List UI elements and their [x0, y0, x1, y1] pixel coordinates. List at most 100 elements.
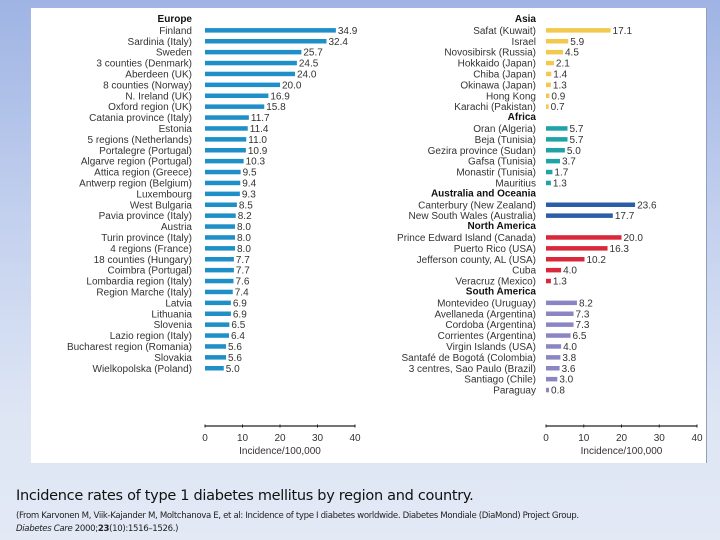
group-label-europe: Europe — [158, 14, 193, 25]
category-label: Karachi (Pakistan) — [454, 102, 536, 113]
chart-figure: Europe Finland 34.9 Sardinia (Italy) 32.4 Swe… — [31, 8, 706, 463]
x-axis-title: Incidence/100,000 — [581, 446, 663, 457]
value-label: 20.0 — [624, 233, 644, 244]
category-label: Bucharest region (Romania) — [67, 342, 192, 353]
category-label: 3 counties (Denmark) — [96, 59, 192, 70]
value-label: 9.5 — [243, 168, 257, 179]
value-label: 1.3 — [553, 178, 567, 189]
category-label: Slovakia — [154, 353, 192, 364]
category-label: 4 regions (France) — [110, 244, 192, 255]
category-label: Attica region (Greece) — [94, 168, 192, 179]
value-label: 8.2 — [579, 298, 593, 309]
category-label: Jefferson county, AL (USA) — [417, 255, 536, 266]
value-label: 1.3 — [553, 277, 567, 288]
bar-luxembourg — [205, 191, 240, 197]
bar-karachi-pakistan — [546, 104, 549, 109]
value-label: 1.7 — [554, 168, 568, 179]
bar-avellaneda-argentina — [546, 311, 574, 316]
value-label: 5.7 — [570, 124, 584, 135]
bar-coimbra-portugal — [205, 267, 234, 273]
value-label: 0.9 — [551, 91, 565, 102]
bar-gafsa-tunisia — [546, 158, 560, 164]
value-label: 32.4 — [329, 37, 349, 48]
category-label: Aberdeen (UK) — [125, 69, 192, 80]
bar-portalegre-portugal — [205, 148, 246, 153]
x-tick-label: 20 — [616, 433, 628, 444]
bar-santiago-chile — [546, 376, 558, 382]
category-label: Gafsa (Tunisia) — [468, 157, 536, 168]
value-label: 3.7 — [562, 157, 576, 168]
category-label: Luxembourg — [136, 189, 192, 200]
value-label: 3.8 — [562, 353, 576, 364]
category-label: Slovenia — [154, 320, 193, 331]
bar-catania-province-italy — [205, 115, 249, 120]
bar-slovakia — [205, 355, 226, 360]
value-label: 6.5 — [573, 331, 587, 342]
category-label: 5 regions (Netherlands) — [88, 135, 193, 146]
bar-cordoba-argentina — [546, 322, 574, 327]
bar-algarve-region-portugal — [205, 158, 244, 164]
category-label: Canterbury (New Zealand) — [418, 200, 536, 211]
source-year: 2000; — [72, 523, 98, 534]
bar-aberdeen-uk — [205, 71, 295, 77]
category-label: Turin province (Italy) — [101, 233, 192, 244]
category-label: West Bulgaria — [130, 200, 193, 211]
bar-latvia — [205, 300, 231, 306]
category-label: Safat (Kuwait) — [473, 26, 536, 37]
category-label: Wielkopolska (Poland) — [93, 364, 193, 375]
category-label: New South Wales (Australia) — [409, 211, 536, 222]
value-label: 8.0 — [237, 244, 251, 255]
value-label: 34.9 — [338, 26, 358, 37]
value-label: 5.6 — [228, 342, 242, 353]
value-label: 4.0 — [563, 266, 577, 277]
value-label: 1.4 — [553, 69, 567, 80]
bar-corrientes-argentina — [546, 333, 571, 338]
value-label: 16.9 — [270, 91, 290, 102]
bar-israel — [546, 39, 569, 44]
bar-region-marche-italy — [205, 289, 233, 295]
value-label: 9.4 — [242, 178, 256, 189]
value-label: 11.4 — [250, 124, 269, 135]
value-label: 17.7 — [615, 211, 635, 222]
source-prefix: (From Karvonen M, Viik-Kajander M, Moltc… — [16, 511, 579, 521]
bar-hong-kong — [546, 93, 550, 98]
x-tick-label: 20 — [274, 433, 286, 444]
category-label: Prince Edward Island (Canada) — [397, 233, 536, 244]
value-label: 24.5 — [299, 59, 319, 70]
bar-attica-region-greece — [205, 169, 241, 175]
bar-8-counties-norway — [205, 82, 280, 88]
caption-source: (From Karvonen M, Viik-Kajander M, Moltc… — [16, 510, 716, 535]
category-label: Latvia — [165, 298, 192, 309]
category-label: Hong Kong — [486, 91, 536, 102]
bar-oran-algeria — [546, 126, 568, 131]
category-label: Lazio region (Italy) — [110, 331, 192, 342]
x-tick-label: 10 — [237, 433, 249, 444]
bar-18-counties-hungary — [205, 257, 234, 262]
bar-beja-tunisia — [546, 137, 568, 142]
value-label: 5.0 — [226, 364, 240, 375]
caption-title: Incidence rates of type 1 diabetes melli… — [16, 488, 474, 504]
group-label-australia-and-oceania: Australia and Oceania — [431, 188, 536, 199]
x-tick-label: 10 — [578, 433, 590, 444]
bar-lithuania — [205, 311, 231, 316]
value-label: 5.0 — [567, 146, 581, 157]
category-label: Pavia province (Italy) — [99, 211, 192, 222]
bar-new-south-wales-australia — [546, 213, 613, 218]
category-label: Algarve region (Portugal) — [81, 157, 192, 168]
category-label: Oxford region (UK) — [108, 102, 192, 113]
category-label: Avellaneda (Argentina) — [434, 309, 536, 320]
category-label: Coimbra (Portugal) — [108, 266, 192, 277]
value-label: 24.0 — [297, 69, 317, 80]
source-pages: (10):1516–1526.) — [109, 523, 179, 534]
x-tick-label: 0 — [202, 433, 208, 444]
value-label: 10.3 — [246, 157, 266, 168]
bar-okinawa-japan — [546, 82, 551, 88]
group-label-north-america: North America — [467, 221, 536, 232]
bar-finland — [205, 28, 336, 33]
x-axis-title: Incidence/100,000 — [239, 446, 321, 457]
bar-chiba-japan — [546, 71, 552, 77]
value-label: 5.9 — [570, 37, 584, 48]
bar-estonia — [205, 126, 248, 131]
category-label: Cuba — [512, 266, 536, 277]
bar-gezira-province-sudan — [546, 148, 565, 153]
